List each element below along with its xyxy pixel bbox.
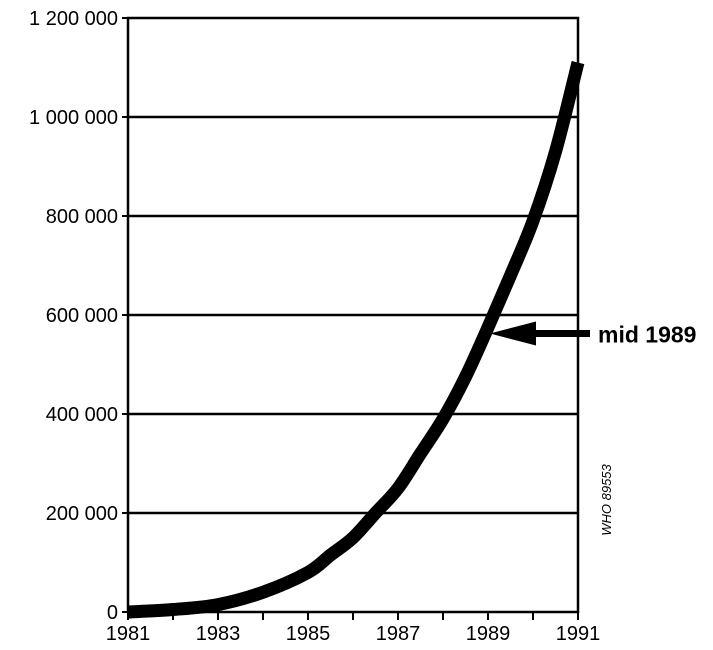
- y-tick-label-6: 1 200 000: [29, 8, 118, 30]
- tick-labels: 0 200 000 400 000 600 000 800 000 1 000 000 1 …: [29, 8, 600, 645]
- y-tick-label-5: 1 000 000: [29, 107, 118, 129]
- annotation-arrow-head: [490, 321, 536, 346]
- x-tick-label-5: 1991: [556, 623, 601, 645]
- annotation-label: mid 1989: [598, 322, 696, 348]
- watermark-label: WHO 89553: [599, 463, 614, 535]
- x-tick-label-1: 1983: [196, 623, 241, 645]
- y-tick-label-1: 200 000: [46, 503, 118, 525]
- series-line-0: [127, 60, 585, 619]
- x-tick-label-3: 1987: [376, 623, 421, 645]
- y-tick-label-3: 600 000: [46, 305, 118, 327]
- x-tick-label-2: 1985: [286, 623, 331, 645]
- x-tick-label-0: 1981: [106, 623, 151, 645]
- series-layer: [127, 60, 585, 619]
- annotations: mid 1989: [490, 321, 696, 348]
- x-tick-label-4: 1989: [466, 623, 511, 645]
- y-tick-label-2: 400 000: [46, 404, 118, 426]
- grid-lines: [128, 115, 578, 515]
- y-tick-label-4: 800 000: [46, 206, 118, 228]
- y-tick-label-0: 0: [107, 602, 118, 624]
- axes: [122, 16, 580, 620]
